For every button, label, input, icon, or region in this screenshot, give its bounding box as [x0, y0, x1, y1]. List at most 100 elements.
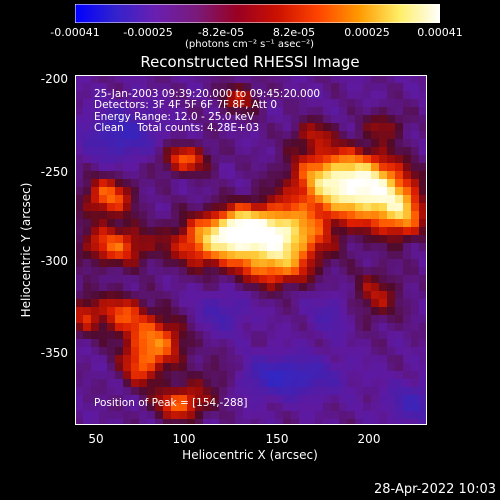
- heatmap-cell: [99, 323, 108, 332]
- heatmap-cell: [75, 323, 84, 332]
- heatmap-cell: [211, 259, 220, 268]
- heatmap-cell: [331, 275, 340, 284]
- heatmap-cell: [387, 131, 396, 140]
- heatmap-cell: [203, 99, 212, 108]
- heatmap-cell: [419, 251, 427, 260]
- heatmap-cell: [395, 411, 404, 420]
- date-stamp: 28-Apr-2022 10:03: [374, 482, 496, 497]
- heatmap-cell: [243, 307, 252, 316]
- heatmap-cell: [155, 99, 164, 108]
- heatmap-cell: [307, 187, 316, 196]
- heatmap-cell: [235, 251, 244, 260]
- heatmap-cell: [203, 211, 212, 220]
- heatmap-cell: [227, 219, 236, 228]
- heatmap-cell: [331, 83, 340, 92]
- heatmap-cell: [339, 75, 348, 84]
- heatmap-cell: [347, 211, 356, 220]
- heatmap-cell: [131, 283, 140, 292]
- heatmap-cell: [259, 267, 268, 276]
- heatmap-cell: [251, 259, 260, 268]
- heatmap-cell: [371, 187, 380, 196]
- heatmap-cell: [243, 339, 252, 348]
- heatmap-cell: [171, 299, 180, 308]
- heatmap-cell: [219, 83, 228, 92]
- heatmap-cell: [211, 275, 220, 284]
- heatmap-cell: [371, 75, 380, 84]
- heatmap-cell: [179, 395, 188, 404]
- heatmap-cell: [347, 371, 356, 380]
- heatmap-cell: [283, 219, 292, 228]
- heatmap-cell: [315, 299, 324, 308]
- heatmap-cell: [235, 291, 244, 300]
- heatmap-cell: [147, 107, 156, 116]
- heatmap-cell: [339, 115, 348, 124]
- heatmap-cell: [283, 179, 292, 188]
- heatmap-cell: [331, 179, 340, 188]
- heatmap-cell: [211, 411, 220, 420]
- heatmap-cell: [219, 419, 228, 425]
- heatmap-cell: [371, 315, 380, 324]
- heatmap-cell: [387, 75, 396, 84]
- heatmap-cell: [411, 347, 420, 356]
- heatmap-cell: [275, 187, 284, 196]
- heatmap-cell: [235, 275, 244, 284]
- heatmap-cell: [251, 275, 260, 284]
- heatmap-cell: [227, 211, 236, 220]
- heatmap-cell: [323, 155, 332, 164]
- heatmap-cell: [403, 363, 412, 372]
- heatmap-cell: [195, 123, 204, 132]
- heatmap-cell: [227, 267, 236, 276]
- heatmap-cell: [107, 179, 116, 188]
- heatmap-cell: [403, 331, 412, 340]
- heatmap-cell: [163, 171, 172, 180]
- heatmap-cell: [307, 131, 316, 140]
- heatmap-cell: [91, 283, 100, 292]
- heatmap-cell: [203, 155, 212, 164]
- heatmap-cell: [107, 147, 116, 156]
- heatmap-cell: [83, 363, 92, 372]
- heatmap-cell: [363, 179, 372, 188]
- heatmap-cell: [251, 163, 260, 172]
- heatmap-cell: [291, 275, 300, 284]
- heatmap-cell: [291, 307, 300, 316]
- heatmap-cell: [355, 83, 364, 92]
- heatmap-cell: [387, 171, 396, 180]
- heatmap-cell: [139, 371, 148, 380]
- heatmap-cell: [411, 371, 420, 380]
- heatmap-cell: [355, 171, 364, 180]
- heatmap-cell: [219, 243, 228, 252]
- heatmap-cell: [371, 411, 380, 420]
- heatmap-cell: [203, 387, 212, 396]
- heatmap-cell: [155, 363, 164, 372]
- heatmap-cell: [323, 219, 332, 228]
- heatmap-cell: [411, 227, 420, 236]
- heatmap-cell: [139, 291, 148, 300]
- heatmap-cell: [419, 75, 427, 84]
- heatmap-cell: [203, 147, 212, 156]
- heatmap-cell: [259, 171, 268, 180]
- heatmap-cell: [283, 243, 292, 252]
- heatmap-cell: [403, 139, 412, 148]
- heatmap-cell: [315, 243, 324, 252]
- heatmap-cell: [299, 203, 308, 212]
- heatmap-cell: [91, 123, 100, 132]
- heatmap-cell: [387, 251, 396, 260]
- heatmap-cell: [355, 315, 364, 324]
- heatmap-cell: [291, 203, 300, 212]
- heatmap-cell: [195, 83, 204, 92]
- heatmap-cell: [139, 195, 148, 204]
- heatmap-cell: [211, 315, 220, 324]
- heatmap-cell: [411, 267, 420, 276]
- heatmap-cell: [251, 171, 260, 180]
- heatmap-cell: [115, 235, 124, 244]
- heatmap-cell: [227, 195, 236, 204]
- heatmap-cell: [291, 395, 300, 404]
- heatmap-cell: [259, 323, 268, 332]
- heatmap-cell: [139, 347, 148, 356]
- heatmap-cell: [139, 235, 148, 244]
- heatmap-cell: [107, 91, 116, 100]
- heatmap-cell: [227, 419, 236, 425]
- heatmap-cell: [83, 267, 92, 276]
- heatmap-cell: [187, 419, 196, 425]
- heatmap-cell: [123, 115, 132, 124]
